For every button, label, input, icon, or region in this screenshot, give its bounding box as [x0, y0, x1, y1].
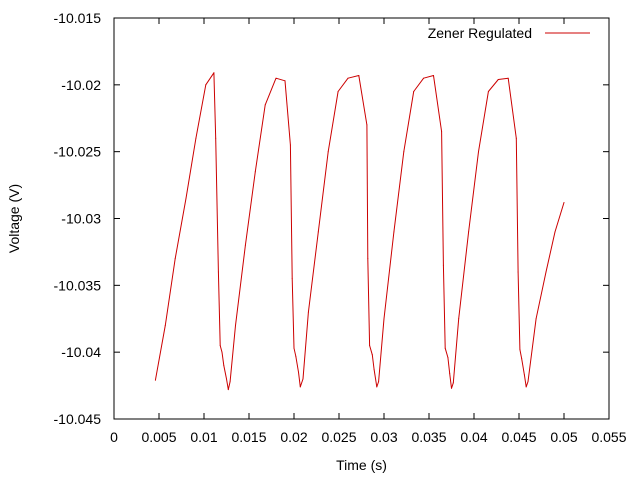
data-point	[441, 131, 443, 133]
legend: Zener Regulated	[428, 25, 590, 41]
data-point	[371, 354, 373, 356]
data-point	[347, 77, 349, 79]
data-point	[284, 80, 286, 82]
data-point	[185, 197, 187, 199]
data-point	[205, 84, 207, 86]
data-point	[497, 79, 499, 80]
data-point	[521, 358, 523, 360]
data-point	[299, 386, 301, 388]
data-point	[523, 374, 525, 376]
data-point	[442, 264, 444, 266]
x-tick-label: 0.025	[321, 429, 356, 445]
data-point	[235, 324, 236, 326]
data-point	[535, 318, 537, 320]
y-tick-label: -10.03	[61, 211, 101, 227]
data-point	[487, 91, 489, 92]
y-tick-label: -10.02	[61, 77, 101, 93]
data-point	[525, 386, 527, 388]
x-tick-label: 0.03	[370, 429, 397, 445]
data-point	[229, 381, 231, 383]
data-point	[244, 244, 246, 246]
data-point	[291, 278, 293, 280]
data-point	[221, 351, 223, 353]
data-point	[164, 324, 166, 326]
data-point	[369, 345, 371, 346]
data-point	[527, 381, 529, 383]
x-tick-label: 0	[110, 429, 118, 445]
data-point	[507, 77, 509, 79]
data-point	[223, 365, 225, 366]
data-point	[517, 271, 519, 273]
x-tick-label: 0.01	[190, 429, 217, 445]
series-layer	[154, 72, 565, 391]
data-point	[307, 311, 309, 313]
data-point	[519, 349, 521, 350]
data-point	[337, 91, 339, 92]
data-point	[458, 318, 460, 320]
data-point	[254, 171, 256, 173]
data-point	[219, 345, 221, 346]
data-point	[358, 75, 360, 76]
data-point	[298, 371, 299, 373]
data-point	[302, 378, 304, 380]
data-point	[275, 77, 277, 79]
data-point	[367, 258, 369, 260]
data-point	[289, 144, 291, 146]
data-point	[373, 369, 375, 370]
data-point	[195, 137, 197, 139]
data-point	[451, 387, 452, 389]
data-point	[213, 72, 215, 74]
data-point	[226, 378, 227, 380]
data-point	[433, 75, 434, 76]
y-axis-label: Voltage (V)	[6, 184, 22, 253]
x-tick-label: 0.02	[280, 429, 307, 445]
data-point	[217, 271, 219, 273]
data-point	[515, 137, 517, 139]
x-axis-label: Time (s)	[336, 457, 387, 473]
x-tick-label: 0.05	[550, 429, 577, 445]
data-point	[264, 104, 266, 106]
data-point	[444, 347, 446, 349]
x-tick-label: 0.015	[231, 429, 266, 445]
x-tick-label: 0.005	[141, 429, 176, 445]
data-point	[154, 379, 156, 381]
data-point	[376, 386, 378, 388]
data-point	[393, 231, 395, 233]
data-point	[366, 124, 368, 126]
data-point	[545, 271, 547, 273]
data-point	[468, 231, 470, 233]
y-tick-label: -10.015	[54, 10, 102, 26]
data-point	[174, 258, 176, 260]
data-point	[378, 381, 380, 383]
x-tick-label: 0.045	[501, 429, 536, 445]
legend-label: Zener Regulated	[428, 25, 532, 41]
plot-frame	[113, 17, 610, 420]
data-point	[383, 318, 385, 320]
data-point	[227, 389, 229, 391]
data-point	[554, 231, 556, 233]
y-tick-label: -10.025	[54, 144, 102, 160]
data-point	[452, 382, 454, 384]
y-tick-label: -10.045	[54, 411, 102, 427]
data-point	[215, 137, 217, 139]
data-point	[447, 357, 449, 358]
axes: 0 0.005 0.01 0.015 0.02 0.025 0.03 0.035 0.04 0.0…	[54, 10, 627, 445]
data-point	[413, 91, 415, 92]
data-point	[317, 231, 319, 233]
data-point	[327, 151, 329, 153]
data-point	[403, 151, 405, 153]
data-point	[423, 77, 425, 79]
data-point	[293, 347, 295, 349]
x-tick-label: 0.04	[460, 429, 487, 445]
data-point	[295, 355, 297, 357]
data-point	[478, 151, 479, 153]
x-tick-label: 0.055	[591, 429, 626, 445]
y-tick-label: -10.04	[61, 344, 101, 360]
data-point	[563, 202, 565, 203]
x-tick-label: 0.035	[411, 429, 446, 445]
data-point	[449, 373, 451, 375]
y-tick-label: -10.035	[54, 277, 102, 293]
